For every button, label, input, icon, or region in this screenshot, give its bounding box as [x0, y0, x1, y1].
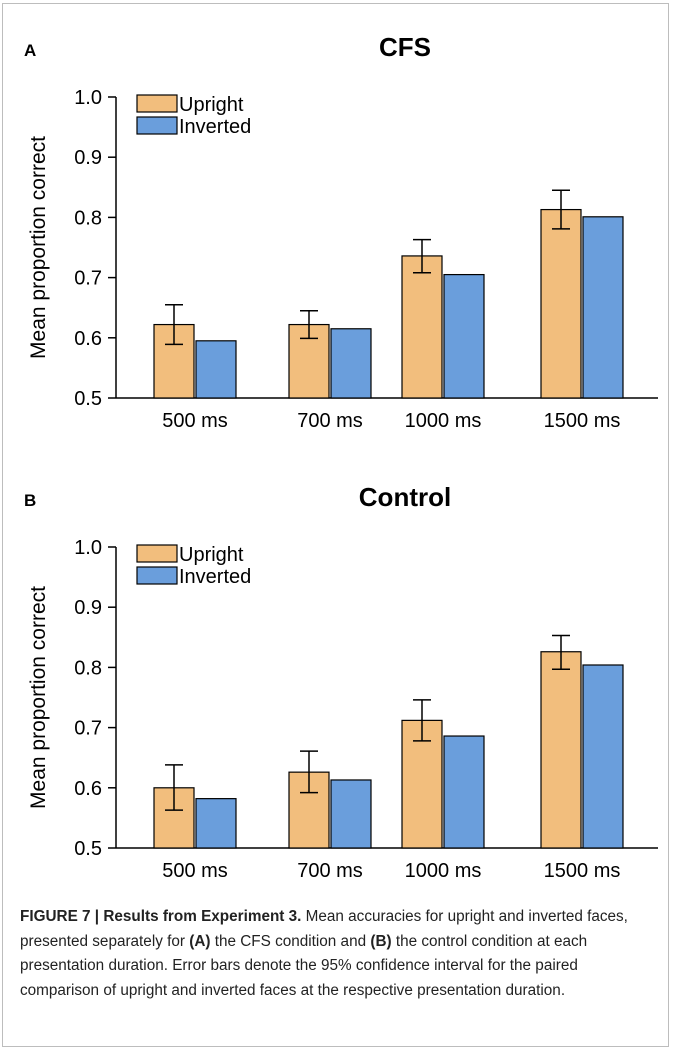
y-tick-label: 0.5 [74, 838, 102, 860]
caption-ref-b: (B) [370, 932, 392, 950]
legend-label-inverted: Inverted [179, 566, 251, 588]
y-tick-label: 0.7 [74, 718, 102, 740]
bar-upright [540, 651, 582, 849]
caption-text-1: Mean accuracies for upright and inverted… [20, 908, 628, 950]
panel-label: A [24, 41, 36, 60]
legend-label-upright: Upright [179, 94, 244, 116]
bar-inverted [443, 273, 485, 399]
bar-upright [401, 719, 443, 849]
caption-ref-a: (A) [189, 932, 211, 950]
bar-inverted [582, 216, 624, 399]
y-axis-label: Mean proportion correct [27, 136, 50, 359]
caption-label: FIGURE 7 | Results from Experiment 3. [20, 908, 302, 925]
y-tick-label: 1.0 [74, 537, 102, 559]
x-tick-label: 700 ms [297, 410, 363, 432]
y-tick-label: 0.6 [74, 778, 102, 800]
x-tick-label: 1000 ms [405, 860, 482, 882]
y-tick-label: 1.0 [74, 87, 102, 109]
bar-inverted [195, 340, 237, 399]
legend-label-inverted: Inverted [179, 116, 251, 138]
y-tick-label: 0.9 [74, 147, 102, 169]
bar-inverted [330, 779, 372, 849]
y-tick-label: 0.8 [74, 207, 102, 229]
legend-swatch-upright [136, 94, 178, 113]
bar-upright [153, 323, 195, 399]
y-axis-label: Mean proportion correct [27, 586, 50, 809]
figure-caption: FIGURE 7 | Results from Experiment 3. Me… [20, 905, 655, 1003]
bar-upright [401, 255, 443, 399]
bar-inverted [443, 735, 485, 849]
x-tick-label: 1500 ms [544, 860, 621, 882]
chart-panel-b: B Control Mean proportion correct 0.5 0.6 0.7… [24, 482, 658, 882]
x-tick-label: 500 ms [162, 410, 228, 432]
x-tick-label: 700 ms [297, 860, 363, 882]
chart-title: Control [359, 482, 451, 512]
x-tick-label: 1000 ms [405, 410, 482, 432]
chart-title: CFS [379, 32, 431, 62]
caption-text-3: the control condition at each presentati… [20, 932, 588, 999]
panel-label: B [24, 491, 36, 510]
bar-inverted [195, 798, 237, 849]
y-tick-label: 0.7 [74, 268, 102, 290]
legend-swatch-inverted [136, 116, 178, 135]
x-tick-label: 500 ms [162, 860, 228, 882]
chart-panel-a: A CFS Mean proportion correct 0.5 0.6 0.7 0.8 0… [24, 32, 658, 432]
legend-label-upright: Upright [179, 544, 244, 566]
legend-swatch-inverted [136, 566, 178, 585]
y-tick-label: 0.5 [74, 388, 102, 410]
bar-upright [540, 208, 582, 399]
y-tick-label: 0.8 [74, 657, 102, 679]
figure-frame [2, 3, 669, 1047]
legend-swatch-upright [136, 544, 178, 563]
x-tick-label: 1500 ms [544, 410, 621, 432]
y-tick-label: 0.9 [74, 597, 102, 619]
bar-inverted [330, 328, 372, 399]
y-tick-label: 0.6 [74, 328, 102, 350]
caption-text-2: the CFS condition and [210, 932, 371, 950]
bar-inverted [582, 664, 624, 849]
